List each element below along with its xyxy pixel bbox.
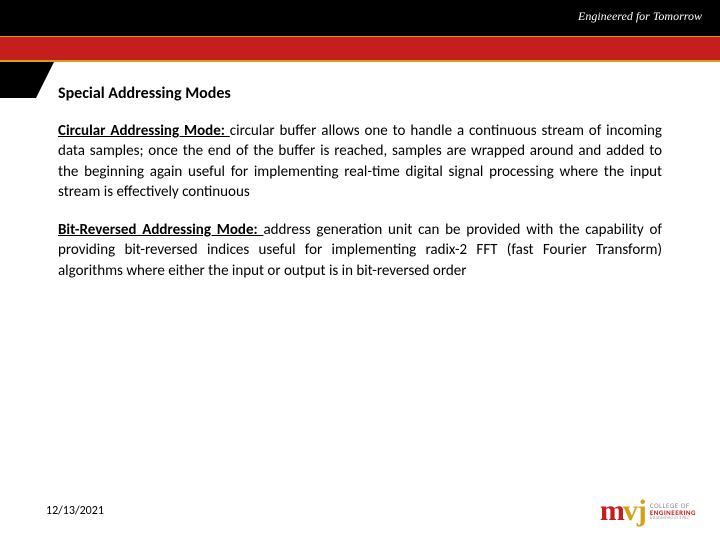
logo-m: m [600, 496, 623, 526]
slide-content: Special Addressing Modes Circular Addres… [58, 84, 662, 299]
logo-vj: vj [623, 496, 646, 526]
left-black-tab [0, 62, 36, 98]
header-black-bar: Engineered for Tomorrow [0, 0, 720, 36]
section-title: Special Addressing Modes [58, 84, 662, 103]
tagline-text: Engineered for Tomorrow [578, 9, 702, 24]
header-red-bar [0, 36, 720, 62]
mode1-label: Circular Addressing Mode: [58, 122, 230, 140]
mvj-logo: mvj COLLEGE OF ENGINEERING Established i… [600, 496, 696, 526]
paragraph-bitreversed: Bit-Reversed Addressing Mode: address ge… [58, 220, 662, 281]
logo-line3: Established in 1982 [650, 516, 696, 521]
logo-text-block: COLLEGE OF ENGINEERING Established in 19… [650, 502, 696, 521]
paragraph-circular: Circular Addressing Mode: circular buffe… [58, 121, 662, 202]
footer-date: 12/13/2021 [46, 504, 104, 518]
mode2-label: Bit-Reversed Addressing Mode: [58, 221, 263, 239]
